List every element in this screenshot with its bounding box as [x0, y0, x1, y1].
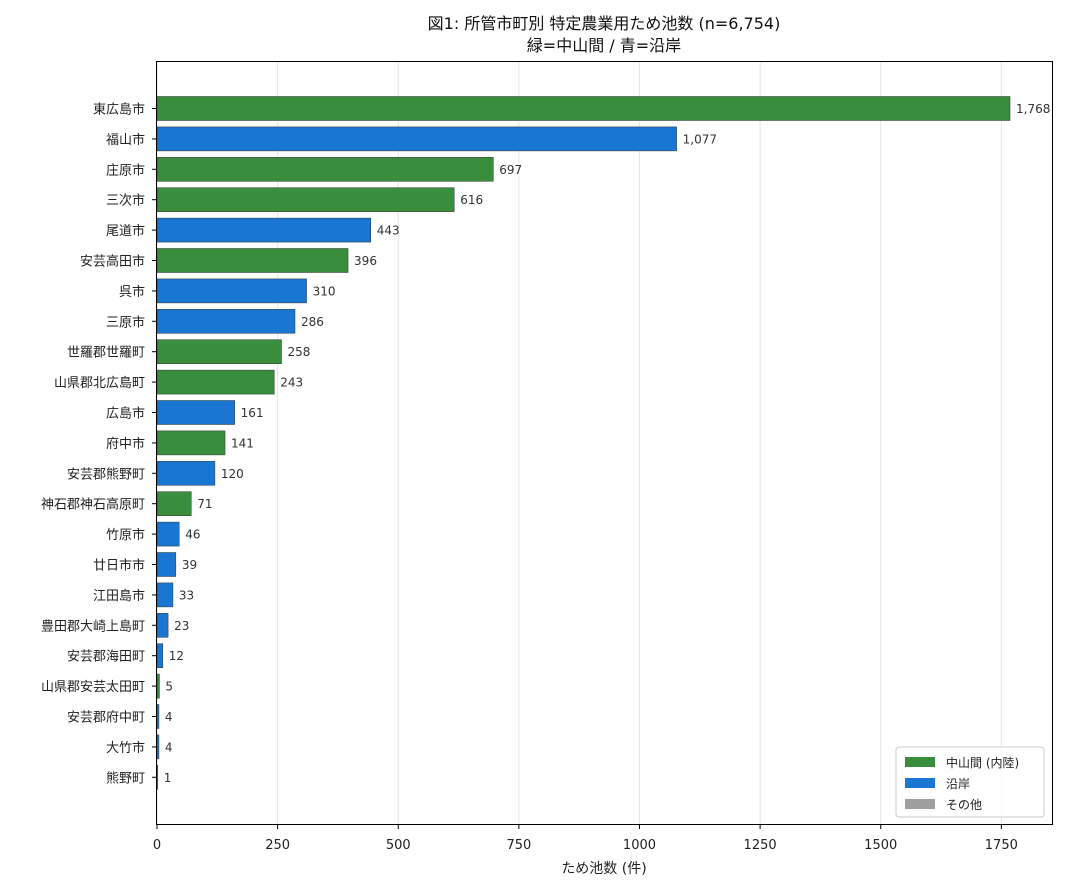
legend-swatch — [905, 799, 935, 809]
legend-label: その他 — [946, 798, 982, 812]
x-tick-label: 1750 — [985, 838, 1018, 853]
bar — [156, 339, 282, 364]
bar-value-label: 33 — [179, 588, 194, 602]
y-tick-label: 安芸郡海田町 — [67, 649, 145, 665]
legend-label: 中山間 (内陸) — [946, 755, 1019, 770]
bar-value-label: 1,768 — [1016, 102, 1050, 116]
bar — [156, 430, 226, 456]
bar — [156, 278, 307, 304]
bar — [156, 643, 164, 668]
y-tick-label: 安芸郡府中町 — [67, 710, 145, 726]
y-tick-label: 熊野町 — [106, 770, 145, 786]
bar-value-label: 443 — [377, 224, 400, 238]
y-tick-label: 豊田郡大崎上島町 — [41, 619, 145, 634]
bar — [156, 217, 371, 243]
bar-value-label: 258 — [287, 345, 310, 359]
bar — [156, 369, 275, 395]
y-tick-label: 呉市 — [119, 284, 145, 300]
bar — [156, 521, 180, 547]
y-tick-label: 広島市 — [106, 406, 145, 422]
bar — [156, 734, 160, 760]
bar-value-label: 5 — [165, 680, 173, 694]
y-tick-label: 三原市 — [106, 314, 145, 330]
bar-value-label: 23 — [174, 619, 189, 633]
bar — [156, 400, 235, 425]
y-tick-label: 神石郡神石高原町 — [41, 497, 145, 513]
legend-swatch — [905, 757, 935, 767]
y-tick-label: 東広島市 — [93, 102, 145, 118]
x-tick-label: 1500 — [864, 838, 897, 853]
bar — [156, 96, 1011, 121]
y-tick-label: 三次市 — [106, 193, 145, 209]
y-tick-label: 廿日市市 — [93, 558, 145, 574]
bar-value-label: 310 — [313, 284, 336, 298]
y-tick-label: 庄原市 — [106, 162, 145, 178]
bar — [156, 248, 349, 273]
bar — [156, 765, 159, 790]
bar-value-label: 396 — [354, 254, 377, 268]
x-tick-label: 750 — [506, 838, 531, 853]
y-tick-label: 府中市 — [106, 436, 145, 452]
bar — [156, 673, 160, 699]
bar — [156, 613, 169, 638]
y-tick-label: 大竹市 — [106, 740, 145, 756]
y-tick-label: 安芸高田市 — [80, 254, 145, 270]
chart-title: 図1: 所管市町別 特定農業用ため池数 (n=6,754) — [428, 14, 781, 33]
bar — [156, 552, 177, 577]
bar-value-label: 4 — [165, 740, 173, 754]
bar-value-label: 141 — [231, 436, 254, 450]
y-tick-label: 安芸郡熊野町 — [67, 466, 145, 482]
y-tick-label: 山県郡北広島町 — [54, 376, 145, 391]
bar-value-label: 12 — [169, 649, 184, 663]
bar-value-label: 71 — [197, 497, 212, 511]
x-tick-label: 1250 — [744, 838, 777, 853]
bar-value-label: 697 — [499, 163, 522, 177]
bar — [156, 582, 174, 608]
y-tick-label: 尾道市 — [106, 223, 145, 239]
bar-value-label: 39 — [182, 558, 197, 572]
bar-value-label: 120 — [221, 467, 244, 481]
bar-value-label: 1 — [164, 771, 172, 785]
y-tick-label: 世羅郡世羅町 — [67, 346, 145, 361]
y-tick-label: 竹原市 — [106, 527, 145, 543]
bars — [156, 96, 1011, 790]
bar — [156, 157, 494, 182]
bar — [156, 491, 192, 516]
x-tick-label: 0 — [153, 838, 161, 853]
legend-label: 沿岸 — [946, 777, 970, 791]
x-tick-label: 500 — [386, 838, 411, 853]
bar-value-label: 243 — [280, 376, 303, 390]
y-axis-ticks: 東広島市福山市庄原市三次市尾道市安芸高田市呉市三原市世羅郡世羅町山県郡北広島町広… — [41, 102, 157, 786]
y-tick-label: 山県郡安芸太田町 — [41, 679, 145, 695]
bar-value-label: 286 — [301, 315, 324, 329]
x-tick-label: 1000 — [623, 838, 656, 853]
bar-value-label: 46 — [185, 528, 200, 542]
bar — [156, 126, 677, 152]
x-tick-label: 250 — [265, 838, 290, 853]
x-axis-ticks: 0 250 500 750 1000 1250 1500 1750 — [153, 824, 1018, 853]
y-tick-label: 福山市 — [106, 132, 145, 148]
x-axis-label: ため池数 (件) — [561, 861, 646, 877]
value-labels: 1,7681,077697616443396310286258243161141… — [164, 102, 1051, 785]
bar — [156, 704, 160, 729]
legend-swatch — [905, 778, 935, 788]
bar — [156, 309, 296, 334]
bar-value-label: 1,077 — [683, 132, 717, 146]
y-tick-label: 江田島市 — [93, 588, 145, 604]
plot-frame — [156, 61, 1053, 825]
bar-value-label: 616 — [460, 193, 483, 207]
bar — [156, 461, 216, 486]
bar-value-label: 161 — [241, 406, 264, 420]
bar-value-label: 4 — [165, 710, 173, 724]
chart-subtitle: 緑=中山間 / 青=沿岸 — [527, 36, 681, 55]
bar — [156, 187, 455, 212]
